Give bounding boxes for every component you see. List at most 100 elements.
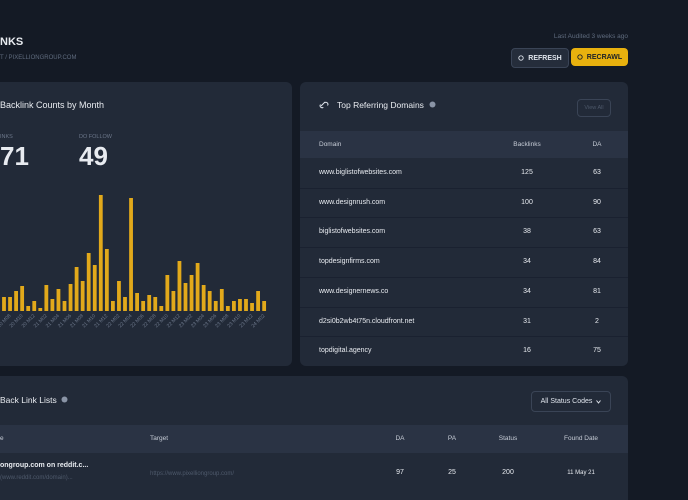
stat-label: INKS	[0, 134, 13, 140]
bar	[74, 267, 79, 311]
bar	[213, 301, 218, 311]
domain-name: www.biglistofwebsites.com	[319, 169, 402, 176]
bar	[177, 261, 182, 311]
x-tick-label: 24 M02	[251, 313, 267, 329]
refresh-icon	[518, 55, 524, 61]
found-date: 11 May 21	[567, 470, 595, 476]
backlinks-header-row	[0, 425, 628, 453]
cell-number: 63	[593, 228, 601, 236]
recrawl-icon	[577, 54, 583, 60]
domain-name: www.designernews.co	[319, 287, 389, 295]
bar	[232, 301, 236, 311]
row-divider	[300, 276, 628, 278]
bar	[183, 283, 188, 311]
stat-value: 49	[79, 141, 108, 171]
row-divider	[300, 247, 628, 249]
column-header: PA	[447, 435, 457, 442]
bar	[201, 285, 206, 311]
bar	[56, 289, 61, 311]
cell-number: 97	[396, 469, 404, 476]
bar	[153, 297, 158, 311]
info-icon	[61, 396, 68, 403]
cell-number: 38	[523, 228, 531, 236]
bar	[8, 297, 12, 311]
column-header: Backlinks	[513, 141, 541, 148]
last-audited: Last Audited 3 weeks ago	[553, 33, 628, 40]
domain-name: topdesignfirms.com	[319, 258, 380, 266]
bar	[238, 299, 242, 311]
bar	[44, 285, 49, 311]
bar	[256, 291, 260, 311]
bar	[117, 281, 121, 311]
column-header: Target	[150, 435, 169, 442]
cell-number: 81	[593, 287, 601, 295]
refresh-button[interactable]: REFRESH	[511, 48, 569, 68]
domain-name: www.designrush.com	[319, 198, 386, 206]
bar	[262, 301, 267, 311]
chart-card	[0, 82, 292, 366]
bar	[50, 299, 55, 311]
cell-number: 34	[523, 258, 531, 266]
backlinks-title: Back Link Lists	[0, 395, 57, 405]
breadcrumb: T / PIXELLIONGROUP.COM	[0, 55, 77, 61]
bar	[62, 301, 67, 311]
row-divider	[300, 187, 628, 189]
bar	[147, 295, 152, 311]
domains-card	[300, 82, 628, 366]
bar	[165, 275, 170, 311]
page-title: NKS	[0, 36, 24, 48]
bar	[123, 297, 127, 311]
bar	[189, 275, 194, 311]
cell-number: 2	[595, 317, 599, 325]
cell-number: 31	[523, 317, 531, 325]
bar	[92, 265, 97, 311]
stat-value: 71	[0, 141, 29, 171]
column-header: Domain	[319, 141, 342, 148]
backlink-target: https://www.pixelliongroup.com/	[150, 471, 235, 477]
bar	[14, 291, 18, 311]
cell-number: 90	[593, 198, 601, 206]
column-header: e	[0, 435, 4, 442]
bar	[26, 306, 31, 311]
cell-number: 84	[593, 258, 601, 266]
chart-title: Backlink Counts by Month	[0, 100, 105, 110]
domain-name: d2si0b2wb4t75n.cloudfront.net	[319, 317, 415, 325]
domain-name: topdigital.agency	[319, 347, 372, 355]
chevron	[596, 399, 602, 404]
bar	[225, 306, 230, 311]
recrawl-label: RECRAWL	[586, 53, 623, 61]
row-divider	[300, 306, 628, 308]
refresh-label: REFRESH	[528, 54, 562, 62]
cell-number: 25	[448, 469, 456, 476]
status-filter[interactable]: All Status Codes	[531, 391, 611, 412]
backlink-name: ongroup.com on reddit.c...	[0, 462, 89, 469]
cell-number: 125	[521, 169, 533, 176]
column-header: DA	[592, 141, 602, 148]
cell-number: 63	[593, 169, 601, 176]
row-divider	[300, 217, 628, 219]
bar	[207, 291, 212, 311]
cell-number: 100	[521, 198, 533, 206]
bar	[135, 293, 139, 311]
info-icon	[429, 101, 436, 108]
domains-header-row	[300, 131, 628, 158]
recrawl-button[interactable]: RECRAWL	[571, 48, 628, 66]
bar	[80, 281, 85, 311]
bar	[20, 286, 25, 311]
column-header: DA	[395, 435, 405, 442]
domains-title: Top Referring Domains	[337, 100, 424, 110]
stat-label: DO FOLLOW	[79, 134, 113, 140]
status-filter-label: All Status Codes	[540, 398, 593, 405]
cell-number: 200	[502, 469, 514, 476]
bar	[98, 195, 103, 311]
bar	[250, 303, 254, 311]
bar	[129, 198, 133, 311]
row-divider	[300, 336, 628, 338]
column-header: Found Date	[564, 435, 598, 442]
cell-number: 34	[523, 287, 531, 295]
view-all-button[interactable]: View All	[577, 99, 611, 117]
bar	[68, 284, 73, 311]
bar	[219, 289, 224, 311]
